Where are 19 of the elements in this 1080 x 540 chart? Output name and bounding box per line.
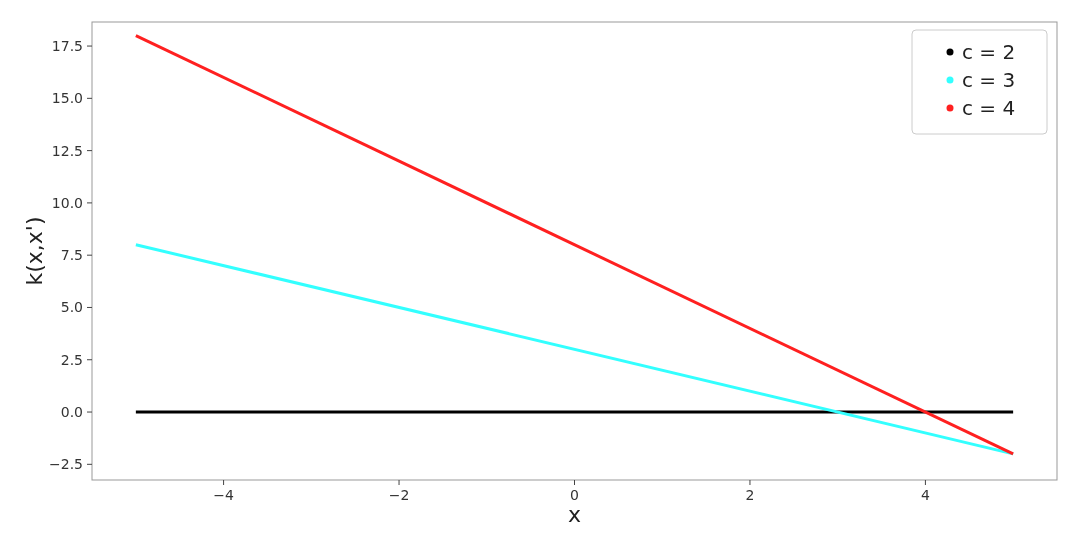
y-tick-label: 17.5 bbox=[51, 38, 83, 55]
y-tick-label: 15.0 bbox=[51, 90, 83, 107]
x-tick-label: 0 bbox=[570, 487, 579, 503]
y-tick-label: 10.0 bbox=[51, 194, 83, 211]
y-tick-label: 2.5 bbox=[60, 351, 83, 368]
legend-label: c = 2 bbox=[962, 40, 1016, 64]
y-axis-title: k(x,x') bbox=[22, 216, 47, 286]
x-tick-label: 2 bbox=[745, 487, 755, 503]
x-tick-label: 4 bbox=[920, 487, 930, 503]
x-tick-label: −4 bbox=[213, 487, 234, 503]
legend-label: c = 4 bbox=[962, 96, 1016, 120]
y-tick-label: 7.5 bbox=[60, 247, 83, 264]
y-tick-label: 5.0 bbox=[60, 299, 83, 316]
y-tick-label: 12.5 bbox=[51, 142, 83, 159]
x-tick-label: −2 bbox=[388, 487, 410, 503]
y-tick-label: −2.5 bbox=[49, 456, 83, 473]
x-axis-title: x bbox=[567, 502, 582, 527]
y-tick-label: 0.0 bbox=[60, 404, 83, 421]
legend-label: c = 3 bbox=[962, 68, 1016, 92]
